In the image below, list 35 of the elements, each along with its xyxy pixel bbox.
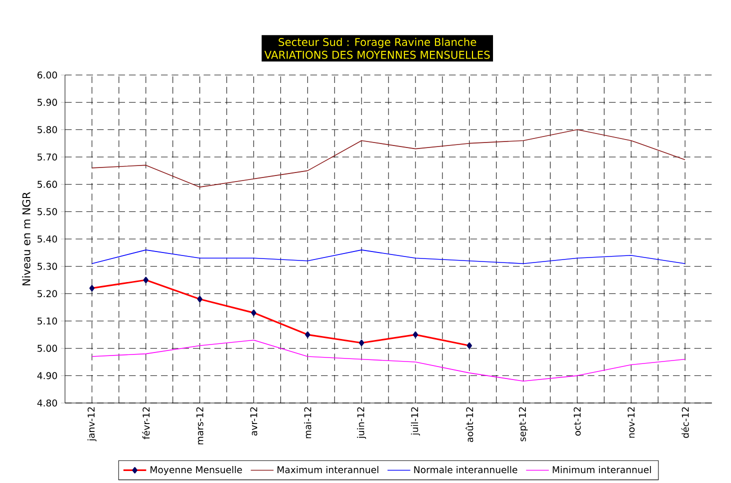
x-tick-label: janv-12 (87, 407, 96, 442)
legend-label: Moyenne Mensuelle (150, 466, 242, 476)
x-tick-label: déc-12 (681, 407, 689, 438)
y-axis-title: Niveau en m NGR (22, 192, 30, 286)
x-tick-label: mai-12 (304, 407, 312, 438)
y-tick-label: 5.10 (38, 317, 57, 325)
x-tick-label: mars-12 (196, 407, 204, 444)
y-tick-label: 5.40 (38, 235, 57, 243)
x-tick-label: août-12 (466, 407, 474, 442)
x-tick-label: juin-12 (357, 407, 366, 439)
legend-label: Normale interannuelle (414, 466, 518, 474)
legend-label: Minimum interannuel (552, 466, 651, 474)
y-tick-label: 4.90 (37, 372, 57, 380)
chart-subtitle: VARIATIONS DES MOYENNES MENSUELLES (264, 50, 490, 59)
x-tick-label: avr-12 (250, 407, 258, 436)
y-tick-label: 5.80 (38, 126, 57, 134)
y-tick-label: 5.20 (38, 290, 57, 298)
x-tick-label: sept-12 (518, 407, 528, 442)
y-tick-label: 5.70 (38, 153, 57, 161)
x-tick-label: oct-12 (574, 407, 581, 436)
y-tick-label: 5.30 (38, 262, 57, 270)
y-tick-label: 5.00 (38, 344, 57, 352)
line-series (92, 340, 686, 382)
legend-label: Maximum interannuel (278, 466, 378, 474)
x-tick-label: févr-12 (142, 407, 150, 440)
x-tick-label: juil-12 (410, 407, 420, 436)
y-tick-label: 5.90 (38, 98, 57, 106)
y-tick-label: 4.80 (37, 399, 57, 407)
chart-title: Secteur Sud : Forage Ravine Blanche (278, 38, 476, 48)
y-tick-label: 6.00 (37, 71, 57, 79)
y-tick-label: 5.60 (38, 180, 57, 188)
x-tick-label: nov-12 (628, 407, 635, 438)
line-series (92, 129, 686, 188)
y-tick-label: 5.50 (38, 208, 57, 216)
line-series (92, 250, 686, 264)
